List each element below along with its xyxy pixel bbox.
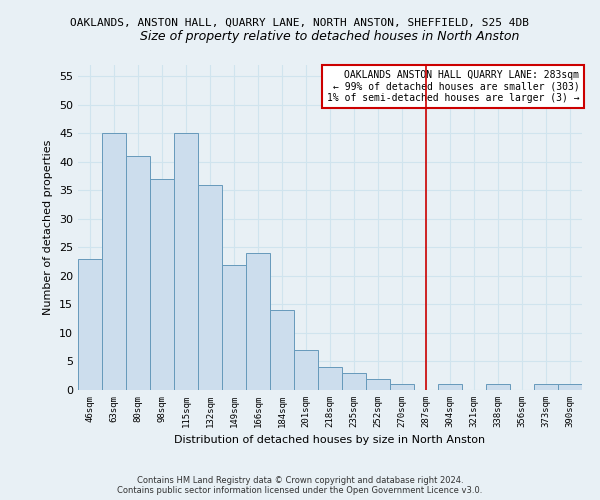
Y-axis label: Number of detached properties: Number of detached properties: [43, 140, 53, 315]
Bar: [558, 384, 582, 390]
Bar: [102, 134, 126, 390]
Bar: [198, 184, 222, 390]
Bar: [390, 384, 414, 390]
Bar: [438, 384, 462, 390]
Bar: [366, 378, 390, 390]
Bar: [78, 259, 102, 390]
Bar: [294, 350, 318, 390]
Text: OAKLANDS, ANSTON HALL, QUARRY LANE, NORTH ANSTON, SHEFFIELD, S25 4DB: OAKLANDS, ANSTON HALL, QUARRY LANE, NORT…: [71, 18, 530, 28]
Text: Contains HM Land Registry data © Crown copyright and database right 2024.
Contai: Contains HM Land Registry data © Crown c…: [118, 476, 482, 495]
Text: OAKLANDS ANSTON HALL QUARRY LANE: 283sqm
← 99% of detached houses are smaller (3: OAKLANDS ANSTON HALL QUARRY LANE: 283sqm…: [327, 70, 580, 103]
Bar: [246, 253, 270, 390]
Bar: [534, 384, 558, 390]
Bar: [150, 179, 174, 390]
Title: Size of property relative to detached houses in North Anston: Size of property relative to detached ho…: [140, 30, 520, 43]
Bar: [222, 264, 246, 390]
Bar: [318, 367, 342, 390]
X-axis label: Distribution of detached houses by size in North Anston: Distribution of detached houses by size …: [175, 436, 485, 446]
Bar: [270, 310, 294, 390]
Bar: [486, 384, 510, 390]
Bar: [126, 156, 150, 390]
Bar: [174, 134, 198, 390]
Bar: [342, 373, 366, 390]
